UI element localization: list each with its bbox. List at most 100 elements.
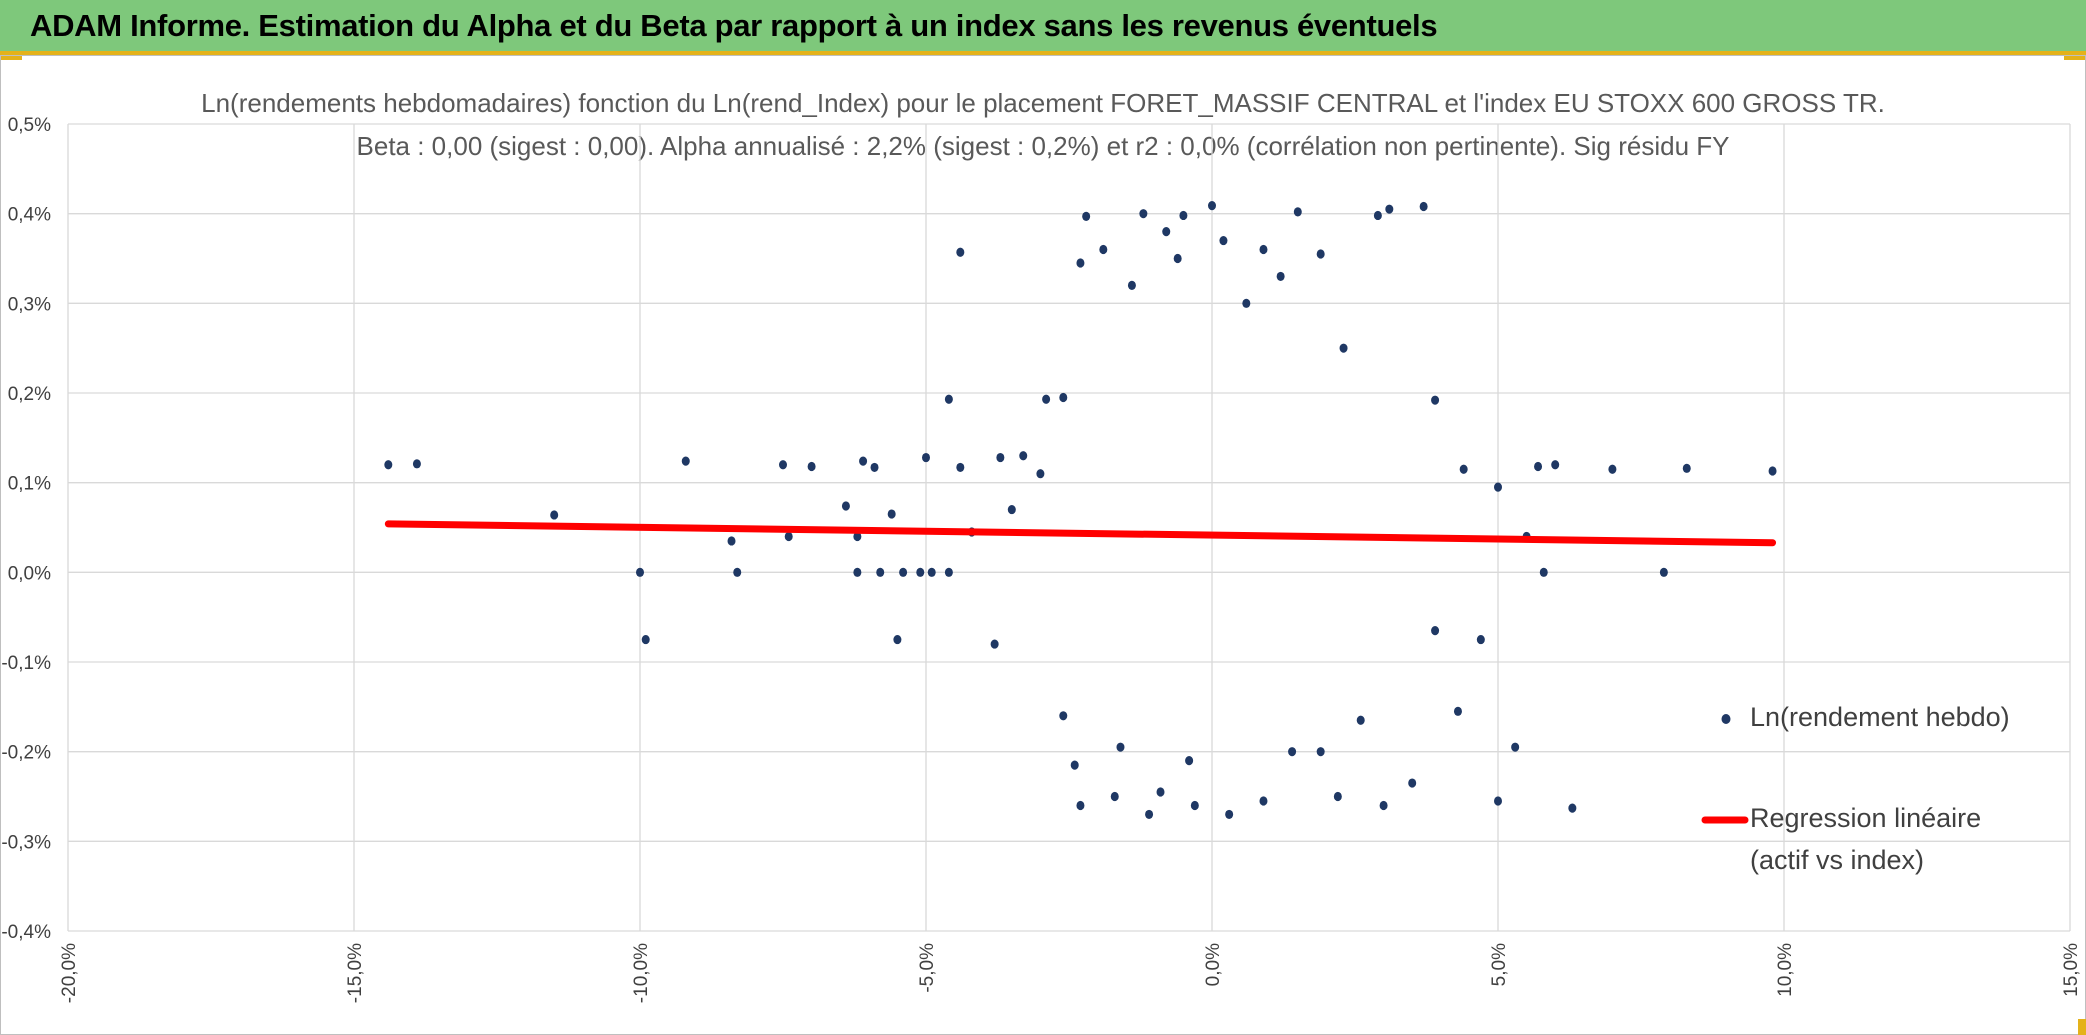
data-point	[1127, 280, 1136, 290]
data-point	[1007, 504, 1016, 515]
data-point	[944, 394, 953, 404]
data-point	[1682, 463, 1691, 473]
accent-corner-right	[2064, 52, 2086, 60]
data-point	[681, 456, 690, 466]
data-point	[1242, 298, 1251, 308]
data-point	[1316, 747, 1325, 757]
y-tick-label: -0,2%	[1, 743, 51, 764]
legend-label-regression: Regression linéaire	[1750, 803, 1982, 833]
data-point	[1059, 392, 1068, 403]
data-point	[1511, 742, 1520, 752]
data-point	[1276, 271, 1285, 282]
data-point	[779, 460, 787, 470]
data-point	[1431, 626, 1440, 636]
legend-marker-points	[1721, 714, 1731, 724]
report-banner: ADAM Informe. Estimation du Alpha et du …	[0, 0, 2086, 55]
data-point	[733, 567, 742, 577]
data-point	[1185, 756, 1194, 766]
data-point	[1019, 451, 1028, 461]
x-tick-label: -15,0%	[345, 943, 366, 1003]
data-point	[876, 567, 885, 577]
data-point	[853, 567, 862, 577]
y-tick-label: -0,3%	[1, 832, 51, 853]
data-point	[1225, 809, 1234, 820]
data-point	[1659, 567, 1668, 577]
data-point	[1534, 461, 1543, 472]
data-point	[841, 501, 850, 511]
data-point	[1173, 253, 1182, 264]
data-point	[1476, 634, 1485, 645]
data-point	[550, 510, 559, 520]
data-point	[1076, 800, 1085, 811]
data-point	[1568, 803, 1577, 813]
legend-label-points: Ln(rendement hebdo)	[1750, 702, 2010, 732]
chart-title-line2: Beta : 0,00 (sigest : 0,00). Alpha annua…	[356, 131, 1730, 161]
y-tick-label: -0,4%	[1, 922, 51, 943]
data-point	[1459, 464, 1468, 474]
data-point	[1494, 482, 1502, 492]
data-point	[1259, 796, 1268, 806]
y-tick-label: 0,1%	[8, 474, 51, 495]
data-point	[956, 462, 965, 473]
data-point	[1042, 394, 1051, 404]
x-tick-label: 5,0%	[1489, 943, 1510, 986]
data-point	[996, 452, 1005, 463]
data-point	[1316, 249, 1325, 259]
data-point	[1110, 791, 1119, 802]
data-point	[1453, 706, 1462, 716]
data-point	[916, 567, 925, 577]
x-tick-label: 0,0%	[1203, 943, 1224, 986]
data-point	[899, 567, 908, 577]
data-point	[922, 452, 930, 463]
data-point	[412, 459, 421, 469]
data-point	[1373, 210, 1382, 221]
data-point	[893, 634, 902, 645]
regression-line	[384, 520, 1777, 547]
data-point	[1219, 235, 1228, 246]
data-point	[1288, 747, 1297, 757]
x-tick-label: 10,0%	[1775, 943, 1796, 997]
data-point	[1419, 201, 1428, 212]
report-title: ADAM Informe. Estimation du Alpha et du …	[30, 8, 1438, 43]
data-point	[1385, 204, 1394, 214]
data-point	[1116, 742, 1125, 752]
y-tick-label: 0,2%	[8, 384, 51, 405]
data-point	[384, 460, 393, 470]
data-point	[1070, 760, 1079, 770]
data-point	[1539, 567, 1548, 577]
data-point	[990, 639, 999, 649]
data-point	[1379, 800, 1388, 811]
data-point	[853, 531, 862, 542]
data-point	[1082, 211, 1091, 221]
x-tick-label: 15,0%	[2061, 943, 2082, 997]
data-point	[1551, 460, 1560, 470]
data-point	[1768, 466, 1777, 476]
y-tick-label: 0,3%	[8, 294, 51, 315]
data-point	[1059, 711, 1068, 721]
data-point	[1208, 200, 1216, 211]
data-point	[1145, 809, 1154, 820]
data-point	[1190, 800, 1199, 811]
y-tick-label: 0,4%	[8, 205, 51, 226]
data-point	[1608, 464, 1617, 474]
x-tick-label: -10,0%	[631, 943, 652, 1003]
x-tick-label: -5,0%	[917, 943, 938, 993]
data-point	[636, 567, 644, 577]
y-tick-label: 0,5%	[8, 115, 51, 136]
data-point	[727, 536, 736, 546]
data-point	[1408, 778, 1417, 788]
data-point	[956, 247, 965, 257]
accent-corner-left	[0, 52, 22, 60]
data-point	[1293, 207, 1302, 217]
data-point	[870, 462, 879, 473]
data-point	[1139, 209, 1148, 219]
data-point	[859, 456, 868, 466]
y-tick-label: 0,0%	[8, 563, 51, 584]
data-point	[807, 461, 816, 472]
data-point	[1494, 796, 1502, 806]
legend-label-regression-sub: (actif vs index)	[1750, 845, 1925, 875]
accent-corner-bottom-right	[2078, 1019, 2086, 1035]
data-point	[927, 567, 936, 577]
data-point	[784, 531, 793, 542]
